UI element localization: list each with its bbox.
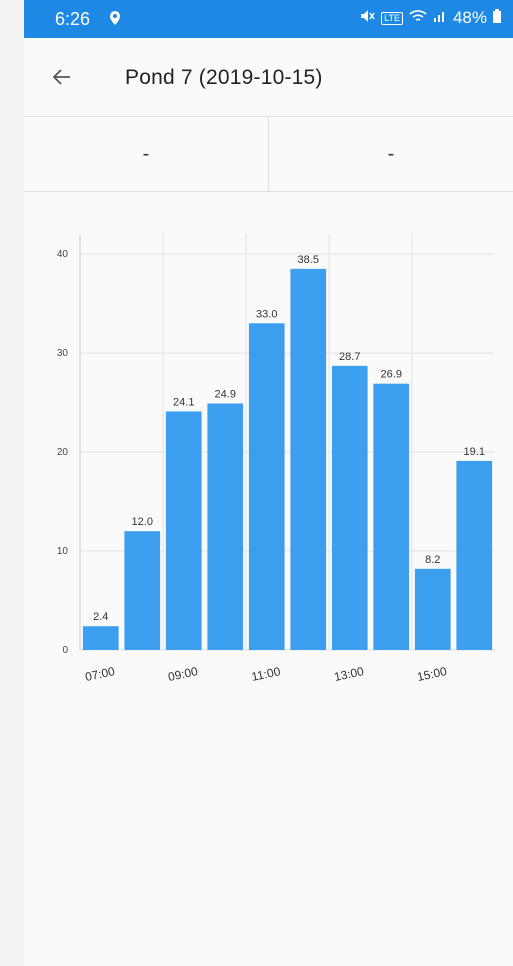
bar xyxy=(207,403,244,650)
y-tick-label: 0 xyxy=(62,645,68,656)
summary-row: - - xyxy=(24,116,513,192)
x-tick-label: 09:00 xyxy=(167,664,200,684)
signal-icon xyxy=(433,8,447,28)
status-time: 6:26 xyxy=(55,9,91,29)
bar-value-label: 26.9 xyxy=(381,369,402,381)
bar xyxy=(290,268,327,650)
y-tick-label: 10 xyxy=(57,546,69,557)
bar-value-label: 12.0 xyxy=(132,516,153,528)
y-tick-label: 20 xyxy=(57,447,69,458)
status-bar: 6:26 LTE 48% xyxy=(24,0,513,38)
bar-value-label: 24.1 xyxy=(173,396,194,408)
summary-left-cell: - xyxy=(24,117,268,191)
battery-icon xyxy=(493,8,501,28)
network-label: LTE xyxy=(384,12,400,23)
y-tick-label: 40 xyxy=(57,249,69,260)
wifi-icon xyxy=(409,8,427,28)
x-tick-label: 11:00 xyxy=(250,664,282,684)
mute-icon xyxy=(359,8,375,28)
battery-percent: 48% xyxy=(452,8,487,27)
app-bar: Pond 7 (2019-10-15) xyxy=(24,38,513,116)
bar-value-label: 24.9 xyxy=(215,388,236,400)
bar-value-label: 2.4 xyxy=(93,611,108,623)
bar xyxy=(165,411,202,650)
bar xyxy=(373,383,410,650)
bar xyxy=(331,365,368,650)
bar xyxy=(456,460,493,650)
bar-value-label: 38.5 xyxy=(298,254,319,266)
status-icons: LTE 48% xyxy=(359,8,501,28)
summary-right-value: - xyxy=(387,142,395,165)
bar-value-label: 19.1 xyxy=(464,446,485,458)
back-arrow-icon[interactable] xyxy=(50,65,74,89)
summary-right-cell: - xyxy=(268,117,513,191)
y-tick-label: 30 xyxy=(57,348,69,359)
bar xyxy=(82,626,119,650)
location-pin-icon xyxy=(108,10,122,31)
bar xyxy=(124,531,161,650)
page-title: Pond 7 (2019-10-15) xyxy=(125,66,323,89)
bar-value-label: 28.7 xyxy=(339,351,360,363)
x-tick-label: 15:00 xyxy=(416,664,449,684)
bar xyxy=(414,568,451,650)
bar-chart-svg: 0 10 20 30 40 2.4 12.0 24.1 24.9 33.0 38.5 28.7 26.9… xyxy=(57,234,495,684)
bar-value-label: 33.0 xyxy=(256,308,277,320)
x-tick-label: 13:00 xyxy=(333,664,366,684)
bar-chart: 0 10 20 30 40 2.4 12.0 24.1 24.9 33.0 38.5 28.7 26.9… xyxy=(24,190,513,710)
volte-icon: LTE xyxy=(381,11,403,25)
summary-left-value: - xyxy=(142,142,150,165)
bar xyxy=(248,323,285,650)
phone-screen: 6:26 LTE 48% Pond 7 (2019 xyxy=(24,0,513,966)
x-tick-label: 07:00 xyxy=(84,664,117,684)
bar-value-label: 8.2 xyxy=(425,554,440,566)
